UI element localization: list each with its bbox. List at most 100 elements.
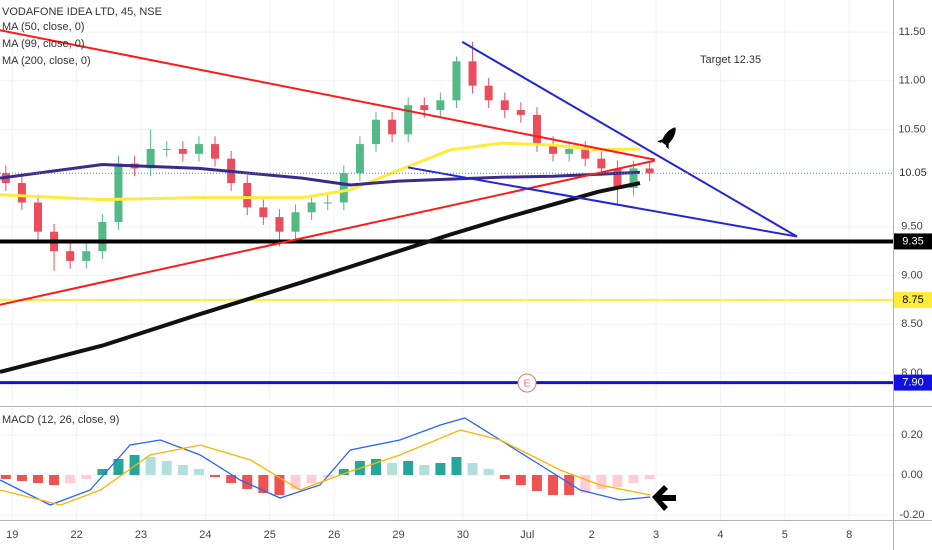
macd-line	[0, 417, 651, 506]
candle-body	[275, 217, 284, 232]
candle-body	[33, 202, 42, 232]
candle-body	[549, 144, 558, 154]
macd-line	[0, 429, 651, 506]
candle-body	[307, 202, 316, 213]
histogram-bar	[145, 457, 156, 475]
candle-body	[98, 221, 107, 252]
level-tag	[894, 291, 932, 308]
histogram-bar	[419, 465, 430, 475]
histogram-bar	[290, 475, 301, 489]
x-tick-label: 29	[392, 529, 404, 541]
candle-body	[243, 183, 252, 208]
candle-body	[468, 61, 477, 86]
x-tick-label: 4	[717, 529, 723, 541]
histogram-bar	[451, 457, 462, 475]
candle-body	[516, 110, 525, 115]
histogram-bar	[387, 463, 398, 475]
histogram-bar	[129, 455, 140, 475]
histogram-bar	[644, 475, 655, 479]
x-tick-label: 22	[70, 529, 82, 541]
candle-body	[565, 148, 574, 154]
moving-average	[0, 141, 641, 202]
event-marker[interactable]	[517, 373, 537, 393]
candle-body	[372, 119, 380, 145]
trendline	[0, 159, 655, 306]
x-tick-label: 2	[589, 529, 595, 541]
histogram-bar	[306, 475, 317, 483]
histogram-bar	[242, 475, 253, 489]
y-tick-label: 0.00	[901, 469, 922, 481]
candle-body	[146, 148, 155, 169]
x-tick-label: 24	[199, 529, 211, 541]
candle-body	[66, 251, 75, 261]
x-tick-label: 3	[653, 529, 659, 541]
candle-body	[613, 168, 622, 188]
marks	[0, 29, 893, 506]
last-price-tag	[894, 165, 932, 182]
y-tick-label: 10.50	[898, 123, 926, 135]
histogram-bar	[628, 475, 639, 483]
candle-body	[436, 100, 445, 111]
annotation: Target 12.35	[700, 54, 761, 66]
histogram-bar	[531, 475, 542, 491]
level-label: 9.35	[902, 235, 923, 247]
x-tick-label: 19	[6, 529, 18, 541]
histogram-bar	[483, 469, 494, 475]
candle-body	[388, 119, 397, 135]
histogram-bar	[113, 459, 124, 475]
candle-body	[17, 183, 26, 203]
histogram-bar	[515, 475, 526, 485]
candle-body	[420, 105, 429, 111]
x-tick-label: 23	[135, 529, 147, 541]
y-tick-label: 11.00	[899, 75, 926, 87]
histogram-bar	[548, 475, 559, 495]
histogram-bar	[580, 475, 591, 493]
candle-body	[259, 207, 268, 218]
candle-body	[211, 144, 220, 159]
moving-average	[0, 181, 641, 374]
trendline	[0, 29, 655, 161]
histogram-bar	[16, 475, 27, 481]
candle-body	[500, 100, 509, 111]
histogram-bar	[49, 475, 60, 485]
candle-body	[82, 251, 91, 261]
last-price-label: 10.05	[899, 167, 927, 179]
histogram-bar	[97, 469, 108, 475]
x-tick-label: 30	[457, 529, 469, 541]
histogram-bar	[177, 465, 188, 475]
y-tick-label: 9.00	[901, 269, 922, 281]
legend-entry: MA (99, close, 0)	[2, 38, 85, 50]
histogram-bar	[371, 459, 381, 475]
candle-body	[355, 144, 364, 174]
candle-body	[291, 212, 300, 232]
histogram-bar	[467, 463, 478, 475]
histogram-bar	[81, 475, 92, 479]
candle-body	[452, 61, 461, 101]
histogram-bar	[338, 469, 349, 475]
legend-title: VODAFONE IDEA LTD, 45, NSE	[2, 6, 162, 18]
histogram-bar	[596, 475, 607, 489]
candle-body	[645, 168, 654, 174]
x-tick-label: 25	[264, 529, 276, 541]
histogram-bar	[403, 461, 414, 475]
x-tick-label: 5	[782, 529, 788, 541]
histogram-bar	[161, 461, 172, 475]
histogram-bar	[0, 475, 11, 479]
candle-body	[597, 158, 606, 169]
candle-body	[194, 144, 203, 154]
rocket-icon	[657, 127, 676, 150]
candle-body	[532, 114, 541, 145]
level-label: 7.90	[902, 377, 923, 389]
candle-body	[162, 148, 171, 150]
grid	[0, 0, 893, 520]
legend-entry: MA (200, close, 0)	[2, 55, 91, 67]
x-tick-label: Jul	[520, 529, 534, 541]
trendline	[408, 166, 798, 238]
y-tick-label: 0.20	[901, 429, 922, 441]
y-tick-label: 8.50	[901, 318, 922, 330]
histogram-bar	[612, 475, 623, 487]
histogram-bar	[193, 469, 204, 475]
moving-average	[0, 163, 641, 187]
